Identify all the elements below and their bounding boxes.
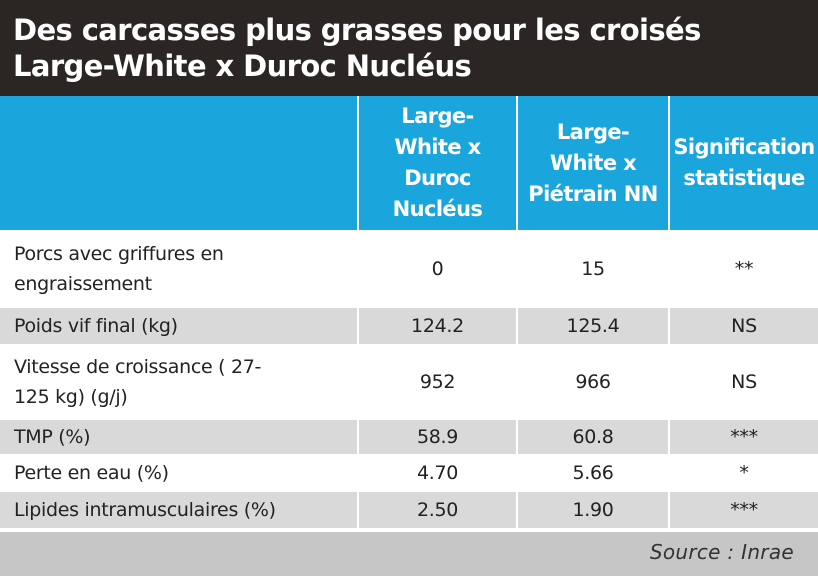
header-label: Large-White x Duroc Nucléus: [392, 104, 483, 221]
header-cell-signification: Signification statistique: [670, 96, 818, 230]
header-cell-large-white-duroc: Large-White x Duroc Nucléus: [359, 96, 516, 230]
cell-value: 125.4: [518, 308, 668, 344]
cell-value: 2.50: [359, 492, 516, 528]
cell-value: 58.9: [359, 420, 516, 454]
source-footer: Source : Inrae: [0, 532, 818, 576]
row-label: Porcs avec griffures en engraissement: [0, 232, 357, 306]
row-label: Perte en eau (%): [0, 456, 357, 490]
row-label: TMP (%): [0, 420, 357, 454]
cell-significance: ***: [670, 492, 818, 528]
row-label: Lipides intramusculaires (%): [0, 492, 357, 528]
cell-significance: *: [670, 456, 818, 490]
header-cell-empty: [0, 96, 357, 230]
cell-significance: **: [670, 232, 818, 306]
cell-significance: NS: [670, 308, 818, 344]
cell-value: 124.2: [359, 308, 516, 344]
cell-value: 952: [359, 346, 516, 418]
source-credit: Source : Inrae: [649, 540, 794, 564]
row-label: Vitesse de croissance ( 27-125 kg) (g/j): [0, 346, 357, 418]
cell-value: 1.90: [518, 492, 668, 528]
data-table: Large-White x Duroc Nucléus Large-White …: [0, 96, 818, 536]
cell-value: 60.8: [518, 420, 668, 454]
row-label: Poids vif final (kg): [0, 308, 357, 344]
header-cell-large-white-pietrain: Large-White x Piétrain NN: [518, 96, 668, 230]
cell-significance: NS: [670, 346, 818, 418]
header-label: Signification statistique: [673, 135, 815, 190]
cell-value: 0: [359, 232, 516, 306]
cell-value: 4.70: [359, 456, 516, 490]
cell-significance: ***: [670, 420, 818, 454]
title-bar: Des carcasses plus grasses pour les croi…: [0, 0, 818, 96]
header-label: Large-White x Piétrain NN: [528, 119, 658, 206]
cell-value: 5.66: [518, 456, 668, 490]
table-title: Des carcasses plus grasses pour les croi…: [13, 13, 701, 83]
cell-value: 966: [518, 346, 668, 418]
cell-value: 15: [518, 232, 668, 306]
